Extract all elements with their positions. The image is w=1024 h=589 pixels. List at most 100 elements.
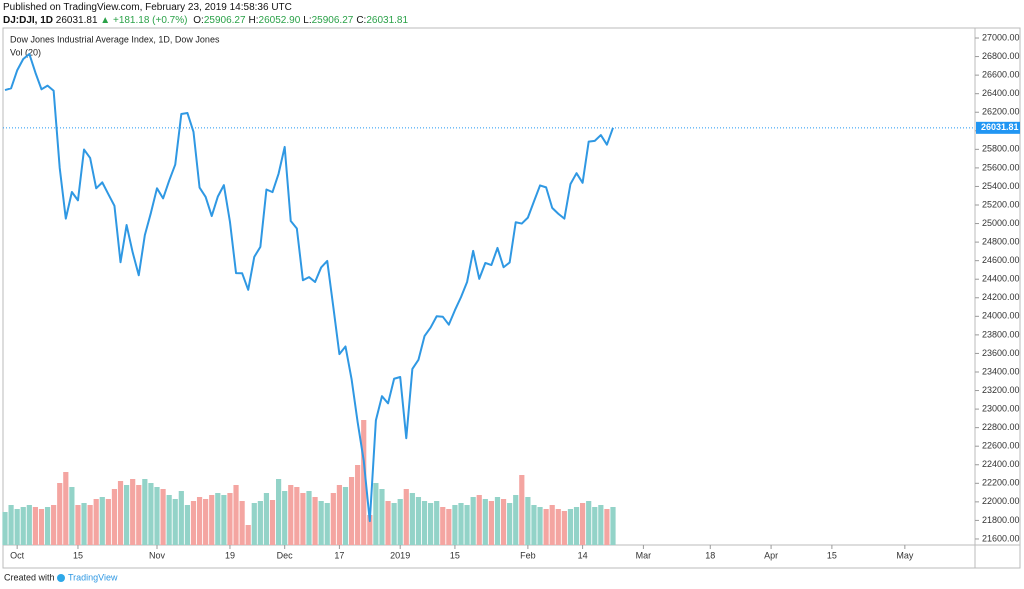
footer-text: Created with: [4, 572, 55, 582]
y-tick-label: 23000.00: [982, 403, 1020, 413]
volume-bar: [488, 501, 494, 545]
ohlc-label: C:: [356, 15, 367, 26]
volume-bar: [379, 489, 385, 545]
ohlc-label: H:: [248, 15, 259, 26]
y-tick-label: 23400.00: [982, 366, 1020, 376]
volume-bar: [507, 503, 513, 545]
volume-bar: [348, 477, 355, 545]
volume-bar: [367, 515, 373, 545]
last-price-label: 26031.81: [981, 122, 1019, 132]
volume-bar: [124, 485, 130, 545]
volume-bar: [561, 511, 567, 545]
volume-bar: [190, 501, 197, 545]
y-tick-label: 25000.00: [982, 218, 1020, 228]
volume-bar: [428, 503, 434, 545]
frame: [2, 27, 1021, 569]
volume-bar: [178, 491, 184, 545]
last-price-box: [976, 121, 1020, 134]
volume-bar: [221, 495, 227, 545]
volume-bar: [598, 505, 604, 545]
volume-bar: [227, 493, 233, 545]
volume-bar: [476, 495, 482, 545]
volume-bar: [543, 509, 549, 545]
x-tick-label: 17: [334, 550, 344, 560]
volume-bar: [233, 485, 239, 545]
volume-bar: [14, 509, 20, 545]
volume-bar: [604, 509, 610, 545]
volume-bar: [239, 501, 245, 545]
volume-bar: [111, 489, 118, 545]
volume-bar: [537, 507, 543, 545]
x-tick-label: Oct: [10, 550, 25, 560]
series-legend: Dow Jones Industrial Average Index, 1D, …: [10, 34, 220, 44]
y-tick-label: 26200.00: [982, 107, 1020, 117]
x-tick-label: 15: [73, 550, 83, 560]
x-tick-label: 19: [225, 550, 235, 560]
symbol-bar: DJ:DJI, 1D 26031.81 ▲ +181.18 (+0.7%) O:…: [3, 15, 408, 26]
volume-bar: [32, 507, 38, 545]
x-tick-label: 2019: [390, 550, 410, 560]
y-tick-label: 26400.00: [982, 88, 1020, 98]
volume-bar: [610, 507, 616, 545]
volume-bar: [63, 472, 69, 545]
volume-bar: [464, 505, 470, 545]
volume-bar: [494, 497, 501, 545]
volume-bar: [196, 497, 203, 545]
y-tick-label: 23600.00: [982, 348, 1020, 358]
volume-bar: [336, 485, 342, 545]
y-tick-label: 22800.00: [982, 422, 1020, 432]
volume-bar: [251, 503, 257, 545]
ohlc-value: 25906.27: [311, 15, 354, 26]
volume-bar: [421, 501, 428, 545]
brand-logo: [57, 574, 65, 582]
x-tick-label: 14: [578, 550, 588, 560]
y-tick-label: 24200.00: [982, 292, 1020, 302]
volume-bar: [117, 481, 124, 545]
y-tick-label: 26600.00: [982, 70, 1020, 80]
volume-bar: [172, 499, 178, 545]
volume-bar: [342, 487, 349, 545]
footer-brand[interactable]: TradingView: [68, 572, 118, 582]
volume-bar: [269, 500, 276, 545]
volume-bar: [87, 505, 93, 545]
volume-bar: [573, 507, 580, 545]
volume-bar: [312, 497, 318, 545]
volume-bar: [324, 503, 330, 545]
volume-bar: [318, 501, 324, 545]
ohlc-value: 25906.27: [203, 15, 246, 26]
ohlc-label: O:: [193, 15, 204, 26]
volume-bar: [294, 487, 300, 545]
y-tick-label: 24400.00: [982, 274, 1020, 284]
volume-bar: [482, 499, 488, 545]
volume-bar: [403, 489, 409, 545]
volume-bar: [385, 501, 391, 545]
y-tick-label: 25200.00: [982, 199, 1020, 209]
volume-bar: [300, 493, 306, 545]
y-tick-label: 23200.00: [982, 385, 1020, 395]
volume-bar: [409, 493, 415, 545]
volume-bar: [586, 501, 592, 545]
x-tick-label: 15: [450, 550, 460, 560]
x-tick-label: May: [896, 550, 914, 560]
y-tick-label: 22000.00: [982, 496, 1020, 506]
volume-bar: [44, 507, 51, 545]
volume-bar: [592, 507, 598, 545]
volume-legend: Vol (20): [10, 47, 41, 57]
y-tick-label: 22400.00: [982, 459, 1020, 469]
change: ▲ +181.18 (+0.7%): [100, 15, 188, 26]
volume-bar: [434, 501, 440, 545]
volume-bar: [282, 491, 288, 545]
volume-bar: [257, 501, 263, 545]
last-price: 26031.81: [55, 15, 98, 26]
volume-bar: [330, 493, 336, 545]
volume-bar: [513, 495, 519, 545]
volume-bar: [452, 505, 458, 545]
x-tick-label: Nov: [149, 550, 166, 560]
volume-bar: [2, 512, 8, 545]
y-tick-label: 26800.00: [982, 51, 1020, 61]
volume-bar: [580, 503, 586, 545]
published-note: Published on TradingView.com, February 2…: [3, 2, 292, 13]
volume-bar: [288, 485, 294, 545]
